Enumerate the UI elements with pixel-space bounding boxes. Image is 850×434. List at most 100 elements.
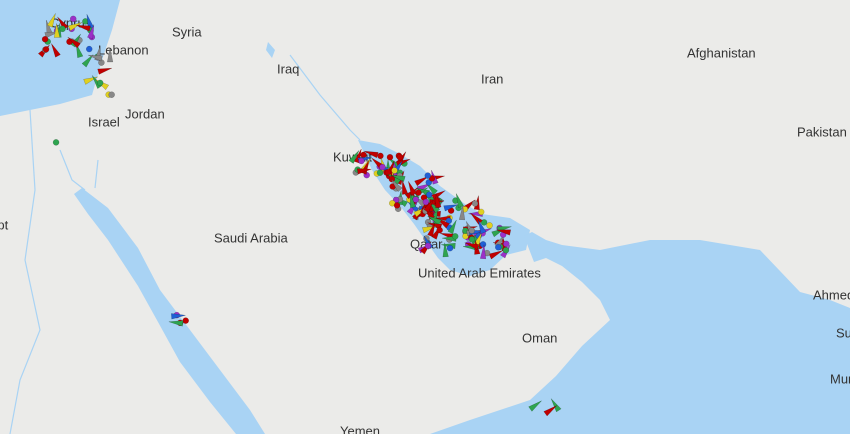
- ship-marker[interactable]: [69, 15, 77, 23]
- ship-marker[interactable]: [396, 153, 404, 161]
- ship-marker[interactable]: [471, 200, 479, 207]
- place-label: Israel: [88, 114, 120, 129]
- ship-marker[interactable]: [414, 176, 429, 187]
- ship-marker[interactable]: [67, 36, 81, 49]
- ship-marker[interactable]: [97, 67, 113, 75]
- ship-marker[interactable]: [446, 244, 454, 252]
- ship-marker[interactable]: [41, 35, 49, 43]
- ship-marker[interactable]: [468, 227, 476, 234]
- ship-marker[interactable]: [425, 179, 433, 186]
- ship-marker[interactable]: [409, 193, 417, 209]
- ship-marker[interactable]: [431, 190, 446, 201]
- ship-marker[interactable]: [76, 25, 91, 32]
- ship-marker[interactable]: [388, 175, 396, 183]
- lake: [266, 42, 275, 58]
- ship-marker[interactable]: [477, 208, 485, 216]
- ship-marker[interactable]: [424, 172, 432, 179]
- ship-marker[interactable]: [53, 23, 61, 38]
- ship-marker[interactable]: [46, 13, 56, 28]
- rivers: [9, 54, 361, 434]
- ship-marker[interactable]: [81, 54, 94, 68]
- ship-marker[interactable]: [360, 151, 367, 159]
- ship-marker[interactable]: [379, 163, 386, 171]
- ship-marker[interactable]: [42, 46, 50, 53]
- ship-marker[interactable]: [479, 241, 487, 248]
- ship-marker[interactable]: [464, 242, 480, 251]
- ship-marker[interactable]: [502, 246, 510, 254]
- place-label: Mumbai: [830, 371, 850, 386]
- ship-marker[interactable]: [67, 22, 83, 32]
- ship-marker[interactable]: [171, 313, 186, 320]
- ship-marker[interactable]: [455, 193, 465, 208]
- place-label: Surat: [836, 325, 850, 340]
- river: [9, 109, 41, 434]
- ship-marker[interactable]: [425, 182, 438, 196]
- ship-marker[interactable]: [422, 198, 430, 206]
- place-label: Syria: [172, 24, 202, 39]
- ship-marker[interactable]: [436, 226, 443, 234]
- ship-marker[interactable]: [358, 157, 365, 165]
- ship-marker[interactable]: [488, 250, 503, 260]
- ship-marker[interactable]: [428, 175, 436, 182]
- ship-marker[interactable]: [88, 54, 103, 62]
- ship-marker[interactable]: [348, 150, 360, 164]
- ship-marker[interactable]: [425, 191, 433, 198]
- ship-marker[interactable]: [85, 45, 93, 53]
- ship-marker[interactable]: [503, 240, 510, 248]
- ship-marker[interactable]: [470, 212, 483, 225]
- ship-marker[interactable]: [435, 193, 442, 209]
- ship-marker[interactable]: [57, 16, 69, 31]
- ship-marker[interactable]: [391, 167, 398, 174]
- ship-marker[interactable]: [376, 169, 384, 177]
- ship-marker[interactable]: [363, 150, 379, 159]
- ship-marker[interactable]: [390, 174, 406, 183]
- ship-marker[interactable]: [168, 320, 184, 327]
- ship-marker[interactable]: [495, 243, 502, 251]
- ship-marker[interactable]: [468, 236, 476, 243]
- ship-marker[interactable]: [442, 242, 449, 258]
- ship-marker[interactable]: [543, 405, 558, 417]
- ship-marker[interactable]: [427, 215, 442, 226]
- ship-marker[interactable]: [443, 204, 458, 212]
- ship-marker[interactable]: [86, 14, 94, 29]
- ship-marker[interactable]: [384, 169, 392, 176]
- ship-marker[interactable]: [52, 139, 60, 146]
- ship-marker[interactable]: [447, 219, 457, 235]
- ship-marker[interactable]: [390, 179, 403, 193]
- ship-marker[interactable]: [427, 222, 436, 238]
- place-label: Afghanistan: [687, 45, 756, 60]
- ship-marker[interactable]: [451, 233, 459, 240]
- ship-marker[interactable]: [424, 242, 432, 250]
- ship-marker[interactable]: [51, 43, 61, 58]
- ship-marker[interactable]: [96, 79, 104, 87]
- ship-marker[interactable]: [408, 181, 417, 196]
- ship-marker[interactable]: [87, 24, 95, 40]
- place-label: United Arab Emirates: [418, 265, 541, 280]
- ship-marker[interactable]: [479, 244, 487, 260]
- ship-marker[interactable]: [550, 398, 562, 413]
- ship-marker[interactable]: [106, 47, 114, 63]
- gulf-of-aqaba: [94, 159, 99, 189]
- river: [289, 54, 361, 141]
- ship-marker[interactable]: [70, 33, 81, 48]
- ship-marker[interactable]: [402, 180, 409, 195]
- ship-marker[interactable]: [480, 219, 488, 226]
- ship-marker[interactable]: [423, 198, 434, 213]
- ship-marker[interactable]: [496, 229, 512, 236]
- ship-marker[interactable]: [528, 400, 542, 412]
- ship-marker[interactable]: [108, 91, 115, 98]
- place-label: Saudi Arabia: [214, 230, 288, 245]
- ship-marker[interactable]: [458, 205, 466, 221]
- ship-marker[interactable]: [377, 152, 384, 160]
- ship-marker[interactable]: [75, 43, 84, 59]
- ship-marker[interactable]: [477, 219, 487, 235]
- ship-marker[interactable]: [486, 222, 493, 229]
- ship-marker[interactable]: [393, 202, 401, 209]
- ship-marker[interactable]: [386, 153, 394, 161]
- ship-marker[interactable]: [59, 25, 66, 33]
- ship-marker[interactable]: [182, 317, 189, 324]
- ship-marker[interactable]: [356, 168, 372, 175]
- ship-markers: [37, 13, 562, 417]
